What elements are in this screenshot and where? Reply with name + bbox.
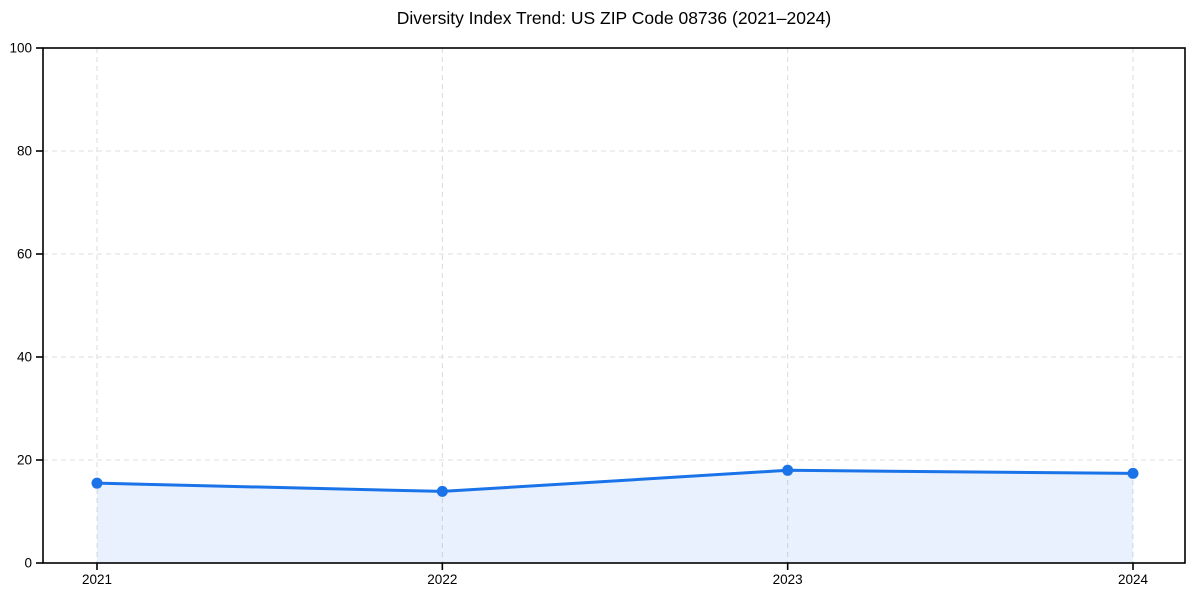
y-tick-label: 0	[24, 556, 32, 571]
data-point-marker	[436, 485, 448, 497]
x-tick-label: 2022	[427, 572, 457, 587]
y-tick-label: 40	[17, 350, 32, 365]
y-tick-label: 60	[17, 247, 32, 262]
data-point-marker	[91, 477, 103, 489]
x-tick-label: 2024	[1118, 572, 1149, 587]
x-tick-label: 2023	[773, 572, 803, 587]
y-tick-label: 80	[17, 144, 32, 159]
chart-title: Diversity Index Trend: US ZIP Code 08736…	[396, 8, 832, 28]
trend-line	[95, 468, 1135, 493]
y-tick-label: 100	[9, 41, 32, 56]
data-point-marker	[782, 464, 794, 476]
x-tick-label: 2021	[82, 572, 112, 587]
axes-border	[42, 47, 1186, 564]
y-tick-label: 20	[17, 453, 32, 468]
area-fill	[97, 470, 1133, 563]
data-point-marker	[1127, 467, 1139, 479]
